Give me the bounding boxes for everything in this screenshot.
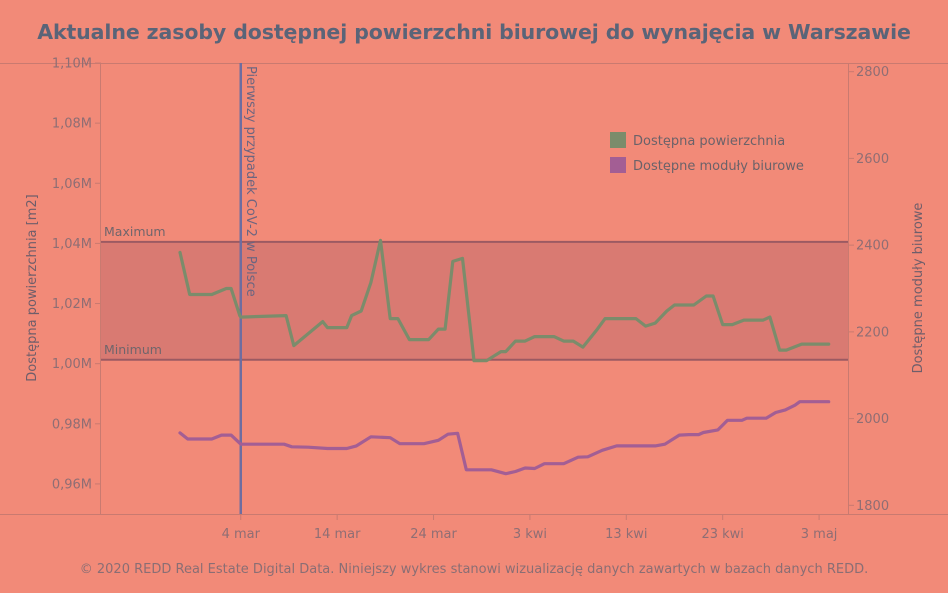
y-tick-label: 0,96M [52, 477, 92, 492]
y2-tick-label: 2000 [856, 412, 889, 427]
band-min-label: Minimum [104, 342, 162, 357]
legend: Dostępna powierzchnia Dostępne moduły bi… [610, 132, 804, 174]
y2-tick-label: 1800 [856, 499, 889, 514]
y2-axis-title: Dostępne moduły biurowe [911, 203, 926, 374]
copyright-footer: © 2020 REDD Real Estate Digital Data. Ni… [79, 562, 869, 577]
series-office-modules-line [178, 400, 831, 476]
y-axis-ticks: 0,96M 0,98M 1,00M 1,02M 1,04M 1,06M 1,08M 1,10M [52, 57, 101, 492]
y2-tick-label: 2400 [856, 239, 889, 254]
x-tick-label: 13 kwi [605, 527, 647, 542]
series-layer [178, 238, 831, 476]
legend-swatch-office-modules [610, 157, 626, 173]
y-tick-label: 1,04M [52, 237, 92, 252]
y-tick-label: 1,06M [52, 177, 92, 192]
series-available-area-line [178, 238, 831, 363]
x-axis-ticks: 4 mar 14 mar 24 mar 3 kwi 13 kwi 23 kwi 3 maj [222, 514, 838, 542]
x-tick-label: 4 mar [222, 527, 261, 542]
y-tick-label: 0,98M [52, 417, 92, 432]
y2-tick-label: 2200 [856, 325, 889, 340]
x-tick-label: 3 kwi [513, 527, 547, 542]
reference-band [101, 241, 848, 360]
chart-title: Aktualne zasoby dostępnej powierzchni bi… [37, 20, 911, 44]
y2-tick-label: 2800 [856, 65, 889, 80]
y2-axis-ticks: 1800 2000 2200 2400 2600 2800 [848, 65, 889, 514]
x-tick-label: 14 mar [314, 527, 361, 542]
y-axis-title: Dostępna powierzchnia [m2] [25, 194, 40, 381]
x-tick-label: 3 maj [801, 527, 838, 542]
covid-event-label: Pierwszy przypadek CoV-2 w Polsce [243, 66, 258, 297]
y-tick-label: 1,10M [52, 57, 92, 72]
legend-label-available-area: Dostępna powierzchnia [633, 134, 785, 149]
x-tick-label: 24 mar [410, 527, 457, 542]
x-tick-label: 23 kwi [701, 527, 743, 542]
y-tick-label: 1,02M [52, 297, 92, 312]
y-tick-label: 1,00M [52, 357, 92, 372]
legend-swatch-available-area [610, 132, 626, 148]
band-max-label: Maximum [104, 224, 166, 239]
y2-tick-label: 2600 [856, 152, 889, 167]
y-tick-label: 1,08M [52, 117, 92, 132]
legend-label-office-modules: Dostępne moduły biurowe [633, 159, 804, 174]
